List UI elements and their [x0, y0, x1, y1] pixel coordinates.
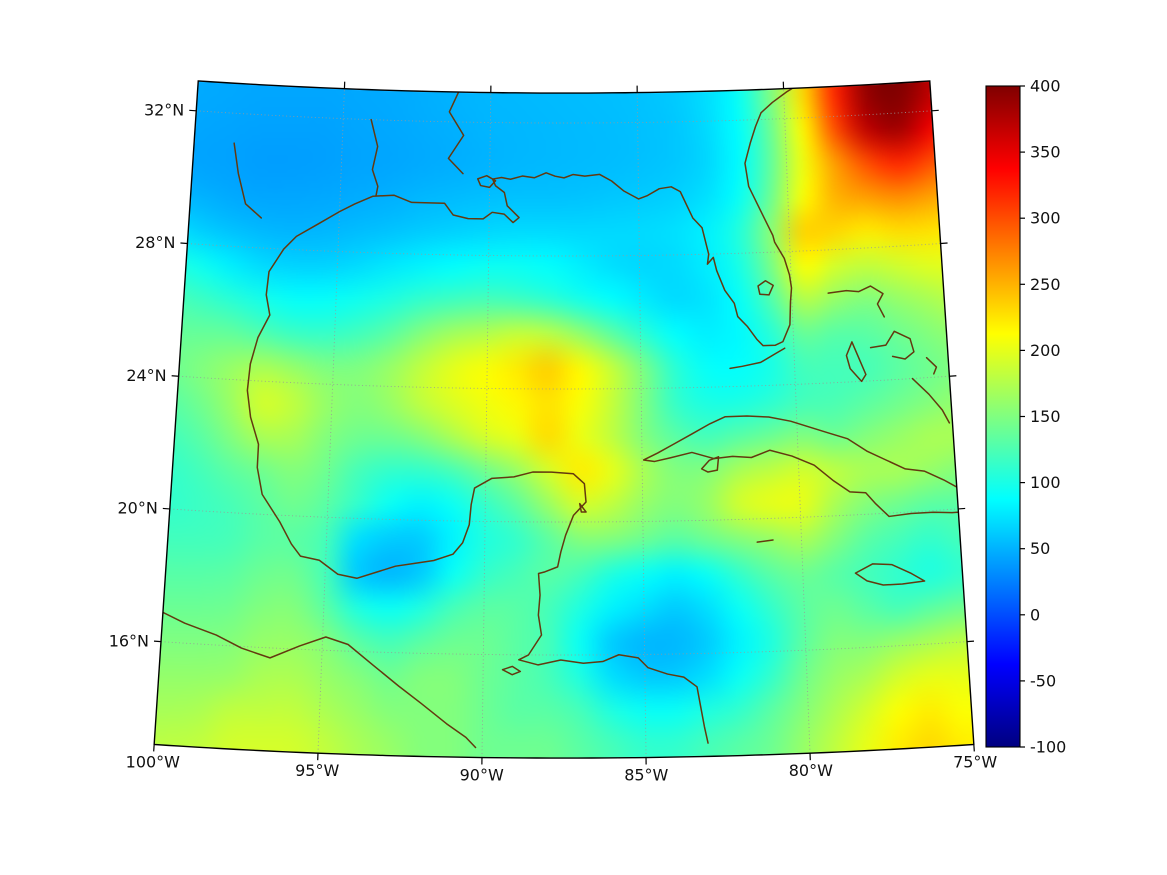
coastline-lake-izabal: [501, 665, 522, 676]
gridline-lat: [196, 110, 932, 124]
coastline-us-gulf-atlantic: [265, 80, 805, 347]
coastlines: [154, 80, 974, 749]
coastline-cuba: [642, 415, 974, 518]
coastline-cat-island: [925, 356, 938, 375]
coastline-florida-keys: [729, 347, 786, 370]
coastline-jamaica: [854, 563, 926, 586]
gridline-lat: [187, 243, 941, 257]
lat-tick-label: 20°N: [118, 499, 158, 518]
lat-tick-label: 24°N: [126, 366, 166, 385]
colorbar-tick-label: 100: [1030, 473, 1061, 492]
lon-tick-label: 95°W: [295, 761, 339, 780]
colorbar-tick-label: 50: [1030, 539, 1050, 558]
colorbar-tick-label: 200: [1030, 341, 1061, 360]
lon-tick-label: 85°W: [624, 766, 668, 785]
axis-labels: 32°N 28°N 24°N 20°N 16°N 100°W 95°W 90°W 85°W 80°…: [109, 100, 998, 784]
colorbar-tick-label: -100: [1030, 738, 1066, 757]
lat-tick-label: 16°N: [109, 631, 149, 650]
coastline-cozumel: [578, 502, 587, 513]
coastline-exuma-long-island: [911, 377, 951, 424]
gridline-lat: [169, 508, 959, 523]
colorbar-tick-label: 150: [1030, 407, 1061, 426]
coastline-eleuthera: [869, 330, 915, 360]
coastline-pacific-coast: [154, 607, 477, 749]
lat-tick-label: 32°N: [144, 100, 184, 119]
coastline-andros: [845, 341, 867, 383]
coastline-texas-river: [233, 142, 263, 219]
lon-tick-label: 80°W: [789, 761, 833, 780]
coastline-mexico-centralamerica: [246, 314, 709, 744]
coastline-grand-bahama-abaco: [827, 285, 886, 318]
coastline-lake-pontchartrain: [477, 174, 497, 189]
gridline-lat: [178, 375, 950, 390]
lon-tick-label: 100°W: [126, 752, 181, 771]
colorbar-tick-label: 350: [1030, 143, 1061, 162]
colorbar-tick-label: 0: [1030, 605, 1040, 624]
coastline-isla-juventud: [700, 456, 720, 473]
colorbar-gradient: [985, 85, 1021, 748]
gridline-lon: [317, 88, 345, 754]
coastline-mississippi-river: [447, 84, 465, 175]
coastline-cayman: [756, 539, 774, 543]
lon-tick-label: 75°W: [953, 752, 997, 771]
colorbar-tick-label: 250: [1030, 275, 1061, 294]
gridline-lat: [160, 641, 968, 656]
gridlines: [160, 88, 968, 758]
colorbar-tick-label: 300: [1030, 209, 1061, 228]
coastline-lake-okeechobee: [757, 279, 774, 296]
map-border: [153, 80, 975, 759]
colorbar-tick-label: 400: [1030, 77, 1061, 96]
colorbar-tick-label: -50: [1030, 671, 1056, 690]
axis-ticks: [153, 81, 975, 765]
gridline-lon: [481, 92, 492, 758]
lat-tick-label: 28°N: [135, 233, 175, 252]
lon-tick-label: 90°W: [460, 766, 504, 785]
coastline-sabine-river: [370, 118, 379, 197]
